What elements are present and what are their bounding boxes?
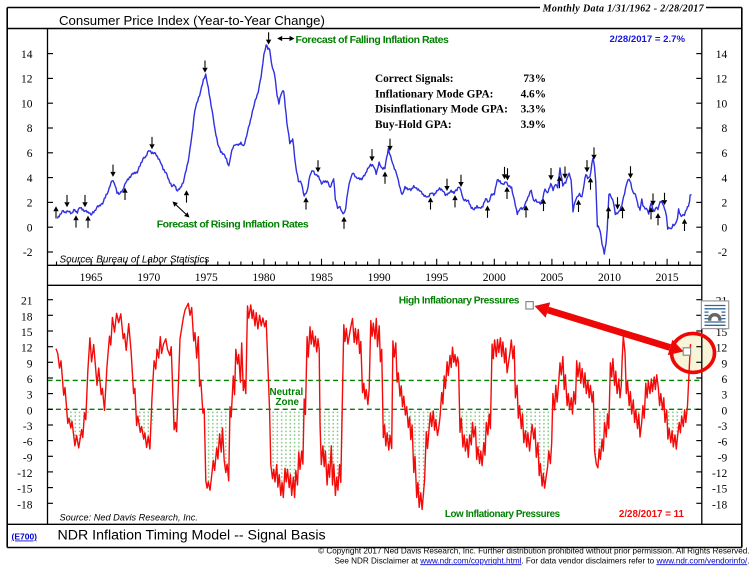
svg-text:21: 21 [21,296,33,308]
svg-text:1990: 1990 [368,272,391,284]
svg-text:2/28/2017 = 2.7%: 2/28/2017 = 2.7% [610,34,686,45]
svg-text:-9: -9 [23,452,33,464]
svg-text:-18: -18 [712,499,728,511]
svg-text:6: 6 [27,148,33,160]
svg-text:-2: -2 [23,247,33,259]
svg-text:1995: 1995 [425,272,448,284]
svg-text:2: 2 [27,198,33,210]
svg-text:-6: -6 [718,437,728,449]
svg-text:3.3%: 3.3% [521,104,546,116]
svg-text:2015: 2015 [656,272,679,284]
svg-text:3: 3 [27,390,33,402]
svg-text:Source: Bureau of Labor Statis: Source: Bureau of Labor Statistics [60,254,210,265]
svg-text:9: 9 [27,358,33,370]
svg-text:2/28/2017 = 11: 2/28/2017 = 11 [619,509,685,520]
svg-text:-15: -15 [712,484,728,496]
svg-text:8: 8 [722,123,728,135]
svg-text:14: 14 [21,49,33,61]
svg-text:Monthly Data 1/31/1962 - 2/28/: Monthly Data 1/31/1962 - 2/28/2017 [542,4,705,15]
svg-text:0: 0 [722,222,728,234]
svg-text:-3: -3 [718,421,728,433]
svg-text:6: 6 [27,374,33,386]
svg-text:0: 0 [722,405,728,417]
svg-text:18: 18 [21,311,33,323]
svg-text:Source: Ned Davis Research, In: Source: Ned Davis Research, Inc. [60,513,198,523]
svg-text:4: 4 [27,173,33,185]
svg-text:15: 15 [21,327,33,339]
svg-text:Forecast of Rising Inflation R: Forecast of Rising Inflation Rates [157,219,309,231]
svg-text:1975: 1975 [195,272,218,284]
svg-text:12: 12 [716,343,728,355]
svg-text:Consumer Price Index (Year-to-: Consumer Price Index (Year-to-Year Chang… [59,13,325,28]
svg-text:1970: 1970 [137,272,160,284]
svg-text:-18: -18 [17,499,33,511]
svg-text:(E700): (E700) [12,532,38,542]
svg-text:14: 14 [716,49,728,61]
svg-text:See NDR Disclaimer at www.ndr.: See NDR Disclaimer at www.ndr.com/copyri… [334,556,749,565]
svg-text:Inflationary Mode GPA:: Inflationary Mode GPA: [375,88,493,100]
svg-text:-12: -12 [17,468,33,480]
svg-text:-6: -6 [23,437,33,449]
svg-text:-12: -12 [712,468,728,480]
svg-text:15: 15 [716,327,728,339]
svg-text:0: 0 [27,405,33,417]
svg-text:4: 4 [722,173,728,185]
svg-text:-9: -9 [718,452,728,464]
svg-text:Neutral: Neutral [270,387,304,398]
svg-text:9: 9 [722,358,728,370]
svg-text:Buy-Hold GPA:: Buy-Hold GPA: [375,119,452,131]
svg-text:-15: -15 [17,484,33,496]
svg-text:1985: 1985 [310,272,333,284]
svg-text:Correct Signals:: Correct Signals: [375,73,454,85]
svg-text:2010: 2010 [598,272,621,284]
svg-text:10: 10 [21,98,33,110]
svg-text:Zone: Zone [276,397,300,408]
svg-text:2005: 2005 [540,272,563,284]
svg-text:2000: 2000 [483,272,506,284]
svg-text:3.9%: 3.9% [521,119,546,131]
svg-text:1980: 1980 [252,272,275,284]
svg-text:8: 8 [27,123,33,135]
svg-text:10: 10 [716,98,728,110]
svg-text:0: 0 [27,222,33,234]
svg-text:© Copyright 2017 Ned Davis Res: © Copyright 2017 Ned Davis Research, Inc… [318,547,749,556]
svg-text:Forecast of Falling Inflation: Forecast of Falling Inflation Rates [296,34,449,46]
svg-text:-2: -2 [718,247,728,259]
svg-text:6: 6 [722,148,728,160]
svg-text:Low Inflationary Pressures: Low Inflationary Pressures [445,509,561,520]
svg-text:73%: 73% [523,73,546,85]
svg-text:Disinflationary Mode GPA:: Disinflationary Mode GPA: [375,104,508,116]
svg-text:1965: 1965 [80,272,103,284]
svg-text:12: 12 [716,74,728,86]
svg-text:-3: -3 [23,421,33,433]
svg-text:3: 3 [722,390,728,402]
svg-text:High Inflationary Pressures: High Inflationary Pressures [399,296,520,307]
svg-text:12: 12 [21,343,33,355]
svg-text:NDR Inflation Timing Model --: NDR Inflation Timing Model -- Signal Bas… [58,528,326,544]
svg-text:6: 6 [722,374,728,386]
svg-text:12: 12 [21,74,33,86]
svg-text:4.6%: 4.6% [521,88,546,100]
svg-text:2: 2 [722,198,728,210]
